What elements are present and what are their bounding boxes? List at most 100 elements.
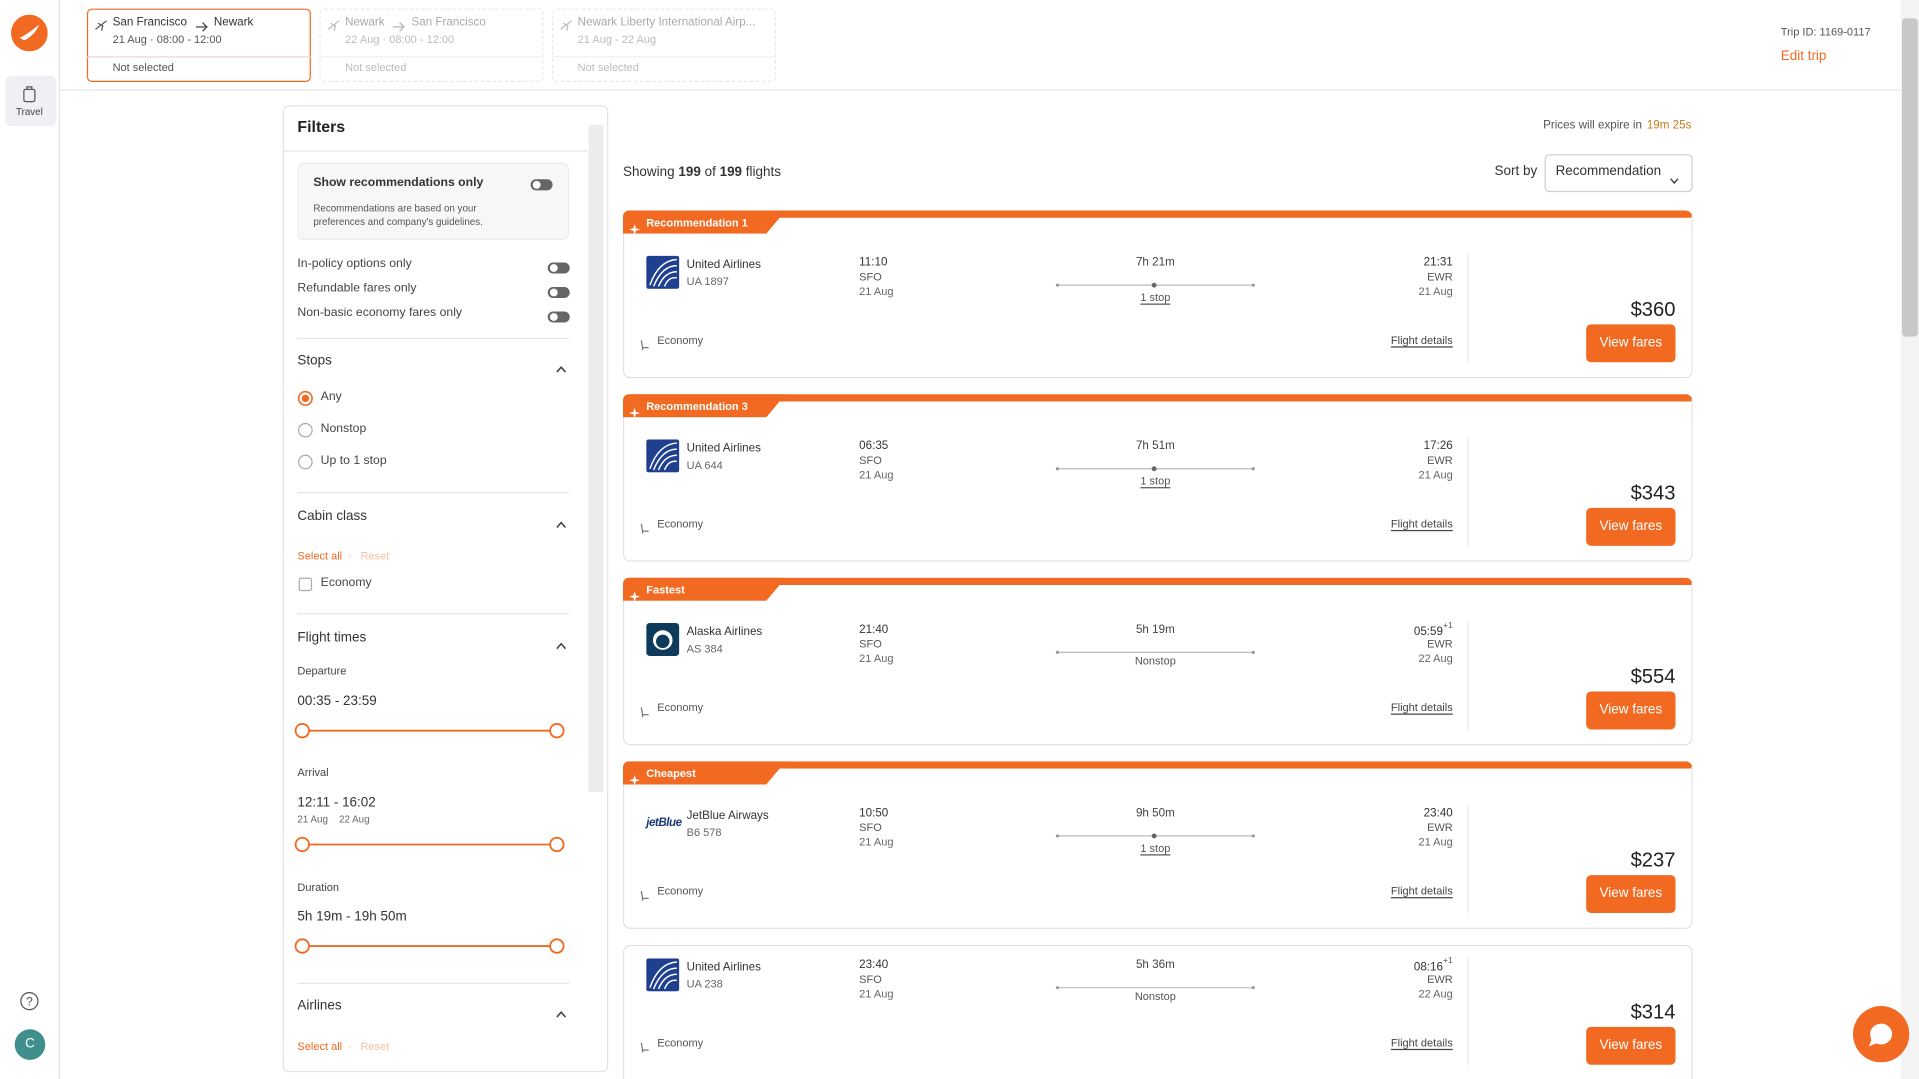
departure-time: 23:40 [859,958,889,972]
section-title: Flight times [297,630,367,646]
toggle-label: Non-basic economy fares only [297,305,463,320]
trip-tab-from: Newark [345,15,385,29]
airline-logo-svg [646,255,680,289]
flight-card [622,394,1693,562]
airline-logo-svg [646,958,680,992]
flight-details[interactable]: Flight details [1390,1037,1453,1050]
select-all[interactable]: Select all [297,1040,343,1054]
flight-number: UA 238 [686,978,723,991]
card-tag [622,210,786,234]
select-all[interactable]: Select all [297,550,343,563]
airline-logo-svg [646,622,680,657]
toggle [547,307,570,323]
range-value: 12:11 - 16:02 [297,795,376,811]
showing-suffix: flights [745,165,781,180]
radio-label[interactable]: Any [320,390,342,404]
seat-icon [639,703,650,718]
view-fares-button[interactable] [1586,1026,1676,1065]
departure-airport: SFO [859,270,882,284]
duration: 9h 50m [1135,806,1175,821]
flight-card [622,210,1693,379]
route-arrow [392,17,406,32]
price: $360 [1630,298,1676,321]
view-fares-button[interactable] [1586,324,1676,363]
radio-svg [297,390,313,406]
airline-logo [646,622,680,657]
arrival-airport: EWR [1427,821,1453,834]
travel-icon-svg [23,86,36,103]
stops: Nonstop [1134,655,1176,668]
help-icon: ? [20,991,40,1011]
radio [297,422,313,438]
arrival-airport: EWR [1427,454,1453,467]
flight-details[interactable]: Flight details [1390,885,1453,898]
airline-name: Alaska Airlines [686,625,763,640]
toggle-svg [547,311,570,323]
checkbox-label: Economy [320,576,372,590]
flight-card [622,761,1693,929]
view-fares-button[interactable] [1586,691,1676,730]
route-line [1055,458,1256,472]
edit-trip[interactable]: Edit trip [1780,49,1827,64]
tag-star-svg [629,407,641,419]
arrival-date: 22 Aug [1418,988,1453,1001]
flight-details[interactable]: Flight details [1390,334,1453,347]
duration: 7h 21m [1135,255,1175,270]
departure-time: 10:50 [859,806,889,821]
seat-icon-svg [640,340,649,351]
range-slider [294,721,567,741]
arrival-date: 21 Aug [1418,469,1453,482]
card-tag-label: Recommendation 3 [646,400,748,413]
recommendation-note: preferences and company's guidelines. [313,216,483,228]
trip-tab[interactable] [86,8,311,83]
route-line [1055,274,1256,288]
reset[interactable]: Reset [360,550,390,563]
toggle-svg [530,179,553,191]
sort-label: Sort by [1494,164,1538,179]
route-line [1055,825,1256,839]
radio-label[interactable]: Up to 1 stop [320,453,387,468]
chevron [556,513,567,529]
trip-tab-title: Newark Liberty International Airp... [577,15,756,29]
trip-tab-divider [551,56,776,58]
sidebar [0,0,60,1079]
seat-icon [639,886,650,901]
checkbox[interactable] [298,577,313,592]
sort-value: Recommendation [1555,164,1662,179]
toggle-svg [547,287,570,299]
section-title: Stops [297,353,332,369]
flight-number: UA 1897 [686,275,729,289]
seat-icon-svg [640,707,649,718]
trip-tab-divider [86,56,311,58]
flight-details[interactable]: Flight details [1390,518,1453,531]
departure-airport: SFO [859,973,882,986]
plane-icon-svg [560,20,572,31]
tag-star [629,770,641,786]
range-slider-svg [294,723,565,739]
toggle [547,258,570,274]
showing-count: 199 [678,165,701,180]
plane-icon [559,16,572,31]
chevron-svg [556,642,567,650]
view-fares-button[interactable] [1586,875,1676,914]
view-fares-button[interactable] [1586,507,1676,546]
seat-icon-svg [640,1042,649,1053]
sort-select[interactable] [1544,154,1693,193]
filters-scrollbar-thumb [588,124,604,792]
showing-count: Showing 199 of 199 flights [623,164,1113,184]
tag-star [629,586,641,603]
card-tag [622,761,786,785]
travel-label: Travel [15,106,43,118]
range-slider [294,936,567,956]
chevron [556,634,567,650]
radio-label[interactable]: Nonstop [320,421,367,436]
trip-tab[interactable] [551,8,776,83]
seat-icon [639,335,650,351]
flight-details[interactable]: Flight details [1390,701,1453,715]
avatar[interactable] [14,1029,46,1060]
arrival-time: 23:40 [1423,806,1453,821]
reset[interactable]: Reset [360,1040,390,1054]
departure-date: 21 Aug [859,836,894,849]
seat-icon-svg [640,890,649,901]
trip-tab[interactable] [319,8,544,83]
